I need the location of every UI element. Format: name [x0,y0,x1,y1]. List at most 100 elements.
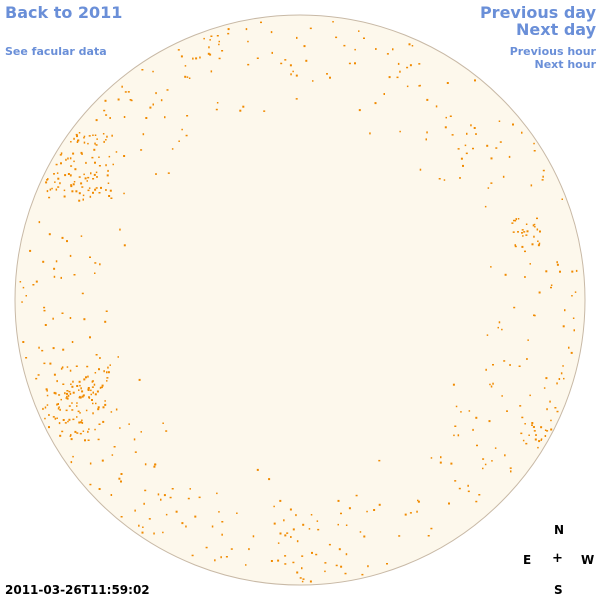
facular-spot [465,152,468,155]
facular-spot [354,62,356,65]
facular-spot [70,185,73,188]
facular-spot [90,389,92,392]
facular-spot [383,93,385,95]
facular-spot [68,390,71,393]
facular-spot [189,488,191,490]
facular-spot [144,463,147,466]
see-facular-data-link[interactable]: See facular data [5,45,107,58]
facular-spot [509,364,511,366]
facular-spot [529,263,531,265]
facular-spot [60,367,63,370]
facular-spot [66,393,68,396]
facular-spot [335,36,338,39]
facular-spot [524,423,526,425]
facular-spot [207,52,210,55]
facular-spot [92,412,94,415]
facular-spot [340,565,343,568]
facular-spot [292,561,295,564]
facular-spot [61,312,64,314]
facular-spot [550,286,552,289]
facular-spot [411,45,414,47]
facular-spot [75,133,78,136]
facular-spot [427,535,430,537]
facular-spot [123,155,126,157]
facular-spot [92,391,94,394]
facular-spot [418,85,421,87]
facular-spot [97,408,100,411]
facular-spot [72,183,75,186]
facular-spot [299,577,302,579]
facular-spot [184,65,187,67]
facular-spot [406,85,409,88]
facular-spot [181,128,183,131]
facular-spot [73,137,75,140]
facular-spot [22,286,25,289]
facular-spot [91,399,93,401]
facular-spot [66,240,68,243]
facular-spot [491,460,493,462]
facular-spot [92,178,95,180]
facular-spot [475,416,478,419]
facular-spot [316,520,319,522]
facular-spot [102,406,105,409]
next-day-link[interactable]: Next day [516,20,596,39]
facular-spot [104,320,107,323]
facular-spot [211,525,214,528]
facular-spot [66,395,68,398]
facular-spot [534,438,537,441]
facular-spot [526,230,529,233]
facular-spot [62,383,65,385]
facular-spot [494,447,497,449]
facular-spot [91,156,94,159]
facular-spot [572,317,575,319]
back-to-year-link[interactable]: Back to 2011 [5,3,123,22]
facular-spot [309,27,312,30]
facular-spot [143,502,145,505]
facular-spot [103,140,105,143]
previous-day-link[interactable]: Previous day [479,3,596,22]
facular-spot [227,32,230,35]
facular-spot [89,256,91,258]
facular-spot [277,542,280,544]
facular-spot [203,37,205,40]
facular-spot [279,532,282,535]
facular-spot [501,395,503,397]
facular-spot [538,242,541,245]
facular-spot [94,134,97,136]
facular-spot [48,233,51,236]
facular-spot [337,499,340,502]
facular-spot [540,439,542,441]
facular-spot [489,383,491,386]
facular-spot [100,186,102,189]
facular-spot [144,489,147,492]
facular-spot [521,416,524,419]
previous-hour-link[interactable]: Previous hour [509,45,596,58]
facular-spot [462,164,464,167]
facular-spot [58,406,60,408]
facular-spot [152,103,154,106]
facular-spot [534,226,536,228]
facular-spot [215,108,218,111]
facular-spot [89,462,92,465]
facular-spot [417,500,420,503]
facular-spot [550,419,552,422]
facular-spot [556,261,558,264]
facular-spot [73,274,76,276]
facular-spot [562,325,565,328]
facular-spot [295,98,298,100]
facular-spot [533,150,536,152]
facular-spot [472,147,474,150]
facular-spot [286,532,289,534]
facular-spot [556,263,559,266]
facular-spot [337,523,339,526]
facular-spot [106,371,108,374]
facular-spot [81,390,84,393]
facular-spot [167,172,170,174]
next-hour-link[interactable]: Next hour [534,58,597,71]
facular-spot [69,392,72,395]
facular-spot [571,270,574,273]
facular-spot [528,434,530,436]
facular-spot [533,142,535,145]
facular-spot [443,179,446,181]
facular-spot [72,391,75,394]
